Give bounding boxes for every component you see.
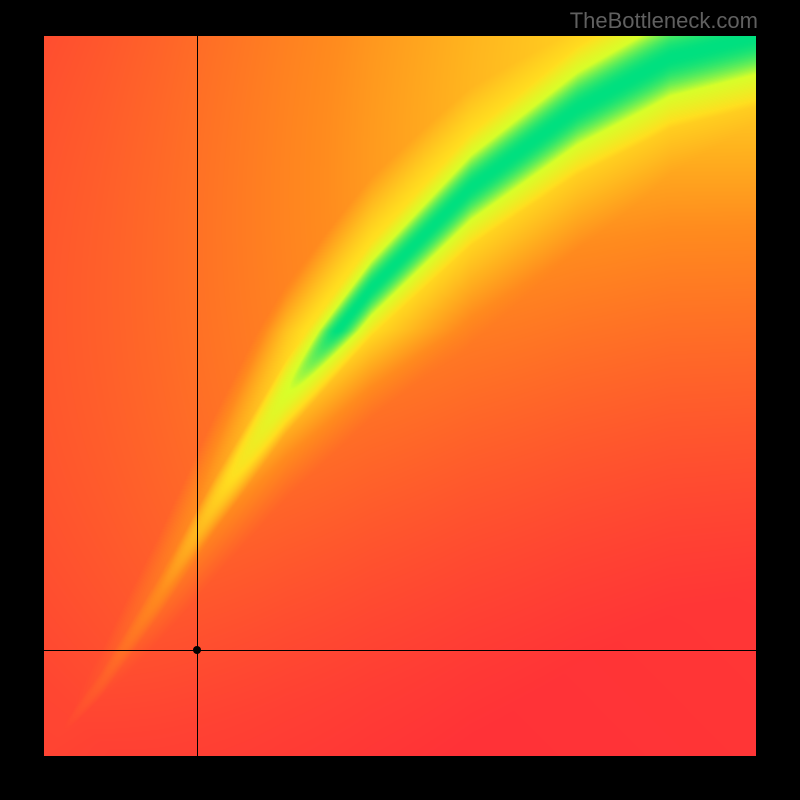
heatmap-canvas bbox=[44, 36, 756, 756]
heatmap-plot bbox=[44, 36, 756, 756]
crosshair-horizontal bbox=[44, 650, 756, 651]
watermark-text: TheBottleneck.com bbox=[570, 8, 758, 34]
